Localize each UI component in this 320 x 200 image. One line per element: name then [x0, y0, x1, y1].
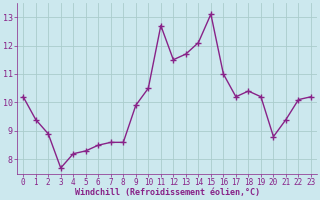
X-axis label: Windchill (Refroidissement éolien,°C): Windchill (Refroidissement éolien,°C) [75, 188, 260, 197]
